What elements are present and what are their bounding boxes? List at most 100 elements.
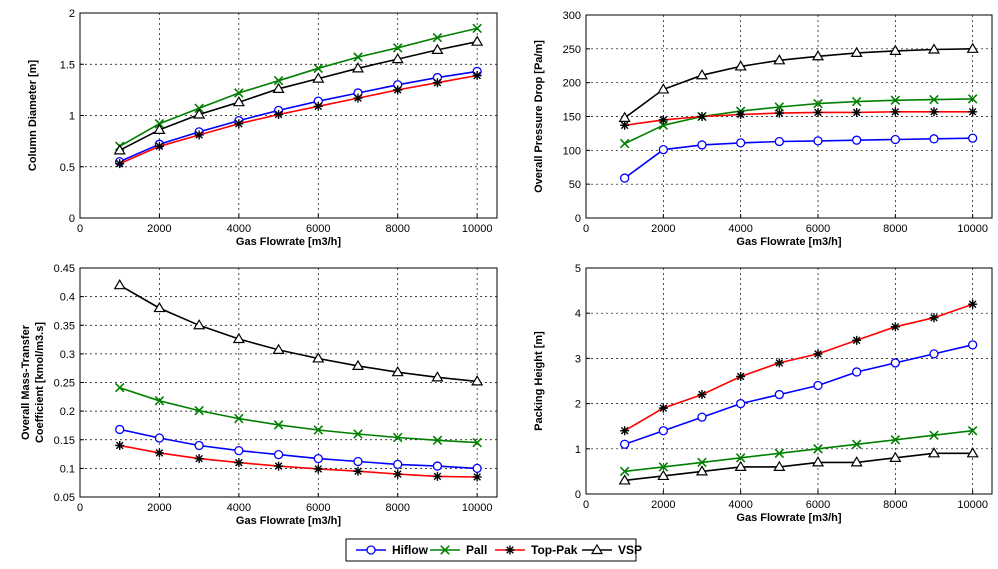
legend-item-hiflow: Hiflow bbox=[356, 543, 429, 557]
x-tick-label: 6000 bbox=[806, 223, 830, 235]
data-point bbox=[432, 435, 443, 446]
data-point bbox=[890, 358, 900, 368]
series-line bbox=[119, 40, 478, 152]
x-tick-label: 6000 bbox=[306, 223, 330, 235]
data-point bbox=[313, 101, 323, 111]
data-point bbox=[850, 46, 863, 57]
series-vsp bbox=[618, 447, 979, 485]
data-point bbox=[851, 96, 862, 107]
series-top-pak bbox=[115, 440, 482, 482]
legend-marker bbox=[505, 545, 515, 555]
data-point bbox=[618, 474, 631, 485]
x-tick-label: 8000 bbox=[883, 223, 907, 235]
x-axis-label: Gas Flowrate [m3/h] bbox=[236, 515, 341, 527]
data-point bbox=[813, 98, 823, 109]
data-point bbox=[115, 440, 125, 450]
data-point bbox=[968, 107, 978, 117]
data-point bbox=[113, 144, 126, 155]
x-tick-label: 8000 bbox=[385, 223, 409, 235]
y-axis-label: Coefficient [kmol/m3.s] bbox=[34, 322, 46, 443]
plot-area bbox=[586, 15, 992, 218]
data-point bbox=[658, 145, 668, 155]
data-point bbox=[274, 109, 284, 119]
data-point bbox=[353, 466, 363, 476]
data-point bbox=[697, 112, 707, 121]
data-point bbox=[890, 95, 901, 106]
y-tick-label: 0.1 bbox=[60, 463, 75, 475]
series-line bbox=[119, 444, 478, 478]
y-tick-label: 300 bbox=[563, 10, 581, 22]
data-point bbox=[431, 43, 444, 54]
data-point bbox=[736, 398, 746, 409]
y-tick-label: 100 bbox=[563, 145, 581, 157]
data-point bbox=[392, 43, 403, 53]
data-point bbox=[471, 375, 484, 386]
series-top-pak bbox=[620, 299, 978, 436]
data-point bbox=[658, 462, 669, 472]
x-axis-label: Gas Flowrate [m3/h] bbox=[736, 512, 841, 524]
data-point bbox=[234, 119, 244, 129]
data-point bbox=[929, 313, 939, 323]
data-point bbox=[153, 301, 166, 313]
series-line bbox=[119, 70, 478, 163]
data-point bbox=[193, 319, 206, 330]
y-tick-label: 200 bbox=[563, 78, 581, 90]
data-point bbox=[313, 425, 324, 435]
x-tick-label: 0 bbox=[77, 502, 83, 514]
data-point bbox=[695, 465, 709, 476]
x-tick-label: 10000 bbox=[957, 223, 988, 235]
data-point bbox=[313, 464, 323, 474]
x-tick-label: 2000 bbox=[147, 223, 171, 235]
data-point bbox=[889, 451, 902, 462]
data-point bbox=[393, 85, 403, 95]
series-line bbox=[119, 74, 478, 165]
data-point bbox=[890, 322, 900, 332]
data-point bbox=[392, 432, 403, 443]
data-point bbox=[658, 426, 668, 436]
y-axis-label: Packing Height [m] bbox=[533, 331, 545, 431]
data-point bbox=[273, 75, 284, 86]
data-point bbox=[734, 60, 747, 71]
legend-box bbox=[345, 538, 637, 562]
y-tick-label: 0.25 bbox=[54, 378, 75, 390]
data-point bbox=[773, 460, 786, 471]
chart-panel-1: 0 2000 4000 6000 8000 10000 0 0.5 1 1.5 2 Gas Flowr… bbox=[27, 8, 498, 248]
data-point bbox=[154, 396, 165, 406]
legend-item-pall: Pall bbox=[430, 543, 487, 557]
data-point bbox=[312, 72, 325, 83]
data-point bbox=[472, 23, 482, 34]
series-line bbox=[624, 111, 973, 127]
series-pall bbox=[619, 425, 978, 477]
data-point bbox=[193, 108, 206, 119]
series-line bbox=[119, 27, 478, 147]
data-point bbox=[153, 123, 166, 134]
x-tick-label: 2000 bbox=[147, 502, 171, 514]
data-point bbox=[194, 440, 204, 451]
y-tick-label: 150 bbox=[563, 112, 581, 124]
x-tick-label: 2000 bbox=[651, 499, 675, 511]
data-point bbox=[432, 78, 442, 88]
y-tick-label: 0.05 bbox=[54, 492, 75, 504]
data-point bbox=[393, 459, 403, 470]
x-tick-label: 8000 bbox=[883, 499, 907, 511]
data-point bbox=[154, 141, 164, 151]
data-point bbox=[618, 111, 631, 122]
data-point bbox=[966, 42, 979, 53]
y-axis-label: Overall Pressure Drop [Pa/m] bbox=[533, 40, 545, 193]
series-line bbox=[119, 284, 478, 383]
x-tick-label: 2000 bbox=[651, 223, 675, 235]
x-tick-label: 6000 bbox=[306, 502, 330, 514]
y-tick-label: 250 bbox=[563, 44, 581, 56]
y-tick-label: 0.3 bbox=[60, 349, 75, 361]
data-point bbox=[851, 439, 862, 450]
data-point bbox=[967, 94, 978, 104]
data-point bbox=[472, 463, 482, 474]
series-vsp bbox=[113, 35, 484, 155]
data-point bbox=[272, 82, 285, 93]
data-point bbox=[929, 134, 939, 144]
series-vsp bbox=[113, 278, 484, 386]
data-point bbox=[734, 460, 747, 471]
data-point bbox=[472, 437, 482, 448]
series-vsp bbox=[618, 42, 979, 122]
data-point bbox=[658, 403, 668, 413]
